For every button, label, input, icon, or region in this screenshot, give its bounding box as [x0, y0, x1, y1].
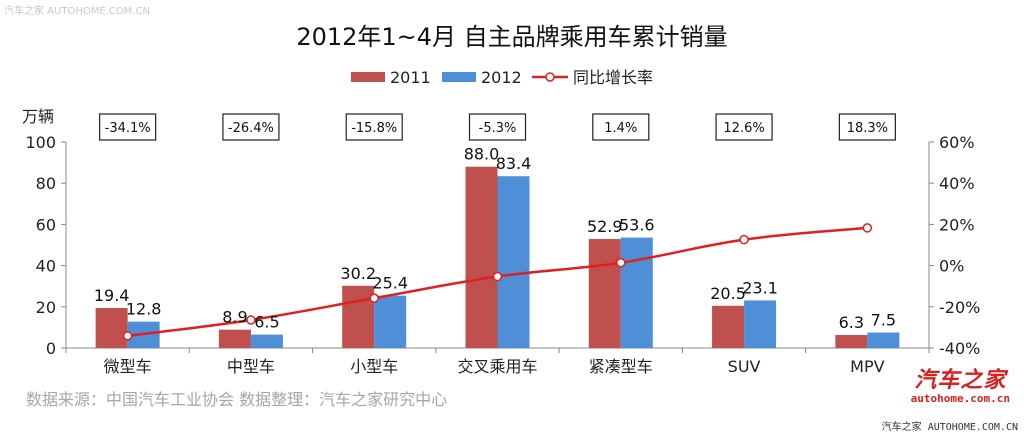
data-label-2012: 83.4 [496, 154, 532, 173]
source-note: 数据来源：中国汽车工业协会 数据整理：汽车之家研究中心 [26, 390, 448, 409]
bar-2011 [342, 285, 375, 348]
bar-2011 [835, 335, 868, 348]
bar-2012 [867, 332, 900, 348]
x-tick-label: 交叉乘用车 [457, 357, 537, 376]
growth-rate-box [222, 113, 280, 141]
y-tick-label-left: 20 [36, 298, 56, 317]
bar-2011 [465, 166, 498, 348]
bar-2012 [744, 300, 777, 348]
growth-rate-label: -5.3% [479, 121, 517, 136]
brand-logo: 汽车之家 autohome.com.cn [911, 369, 1010, 405]
data-label-2011: 30.2 [340, 264, 376, 283]
legend-marker-growth [545, 72, 555, 82]
watermark-top: 汽车之家 AUTOHOME.COM.CN [4, 6, 150, 17]
legend-label-2012: 2012 [481, 68, 522, 87]
bar-2012 [620, 237, 653, 348]
bar-2012 [374, 295, 407, 348]
data-label-2011: 6.3 [839, 313, 864, 332]
bar-2011 [218, 329, 251, 348]
y-tick-label-right: 60% [939, 133, 975, 152]
growth-line [122, 223, 873, 341]
x-tick-label: 紧凑型车 [589, 357, 653, 376]
growth-point [246, 315, 256, 325]
legend-swatch-2011 [351, 72, 385, 82]
growth-rate-label: 18.3% [847, 121, 888, 136]
bar-2012 [497, 176, 530, 348]
y-tick-label-right: 20% [939, 215, 975, 234]
growth-rate-box [345, 113, 403, 141]
growth-rate-box [838, 113, 896, 141]
data-labels: 19.412.8 8.9 6.5 30.225.4 88.083.4 52.953.6 20… [94, 145, 896, 332]
growth-rate-box [592, 113, 650, 141]
legend-label-growth: 同比增长率 [573, 68, 653, 87]
y-tick-label-left: 40 [36, 257, 56, 276]
growth-rate-box [715, 113, 773, 141]
data-label-2011: 19.4 [94, 286, 130, 305]
y-tick-label-left: 60 [36, 215, 56, 234]
data-label-2012: 25.4 [372, 274, 408, 293]
data-label-2012: 53.6 [619, 216, 655, 235]
y-tick-label-left: 0 [46, 339, 56, 358]
brand-url: autohome.com.cn [910, 392, 1010, 405]
data-label-2012: 6.5 [254, 313, 279, 332]
y-tick-label-right: 40% [939, 174, 975, 193]
growth-rate-label: 12.6% [723, 121, 764, 136]
data-label-2011: 8.9 [222, 308, 247, 327]
y-tick-label-left: 80 [36, 174, 56, 193]
growth-rate-label: -15.8% [351, 121, 397, 136]
data-label-2012: 23.1 [742, 278, 778, 297]
growth-point [616, 257, 626, 268]
growth-point [862, 223, 873, 233]
legend: 2011 2012 同比增长率 [351, 68, 653, 87]
legend-swatch-2012 [442, 72, 476, 82]
growth-point [122, 331, 133, 341]
growth-rate-label: 1.4% [604, 121, 637, 136]
brand-name: 汽车之家 [914, 368, 1007, 393]
watermark-bottom: 汽车之家 AUTOHOME.COM.CN [881, 422, 1018, 433]
chart-title: 2012年1~4月 自主品牌乘用车累计销量 [296, 23, 727, 51]
data-label-2012: 7.5 [871, 311, 896, 330]
growth-rate-label: -34.1% [105, 121, 151, 136]
growth-point [492, 271, 503, 282]
growth-rate-label: -26.4% [228, 121, 274, 136]
growth-point [369, 293, 379, 303]
y-tick-label-left: 100 [25, 133, 56, 152]
x-tick-label: SUV [728, 357, 761, 376]
data-label-2012: 12.8 [126, 300, 162, 319]
y-axis-label: 万辆 [22, 107, 54, 126]
x-tick-label: 小型车 [350, 357, 398, 376]
bar-2011 [95, 308, 128, 348]
data-label-2011: 20.5 [710, 284, 746, 303]
y-tick-label-right: -40% [939, 339, 980, 358]
growth-rate-boxes: -34.1% -26.4% -15.8% -5.3% 1.4% 12.6% 18.3% [99, 113, 896, 141]
bar-2012 [250, 334, 283, 348]
bar-2011 [588, 239, 621, 348]
data-label-2011: 88.0 [464, 145, 500, 164]
y-tick-label-right: -20% [939, 298, 980, 317]
legend-label-2011: 2011 [390, 68, 431, 87]
data-label-2011: 52.9 [587, 217, 623, 236]
bars [95, 166, 900, 348]
y-tick-label-right: 0% [939, 257, 964, 276]
x-tick-label: 中型车 [227, 357, 275, 376]
x-tick-label: 微型车 [104, 357, 152, 376]
axes: 0 20 40 60 80 100 -40% -20% 0% 20% 40% 60% 微型车 中型车 小型车… [25, 133, 980, 376]
growth-rate-box [99, 113, 157, 141]
growth-rate-box [468, 113, 527, 141]
growth-point [739, 234, 749, 245]
bar-2011 [712, 305, 745, 348]
x-tick-label: MPV [850, 357, 884, 376]
